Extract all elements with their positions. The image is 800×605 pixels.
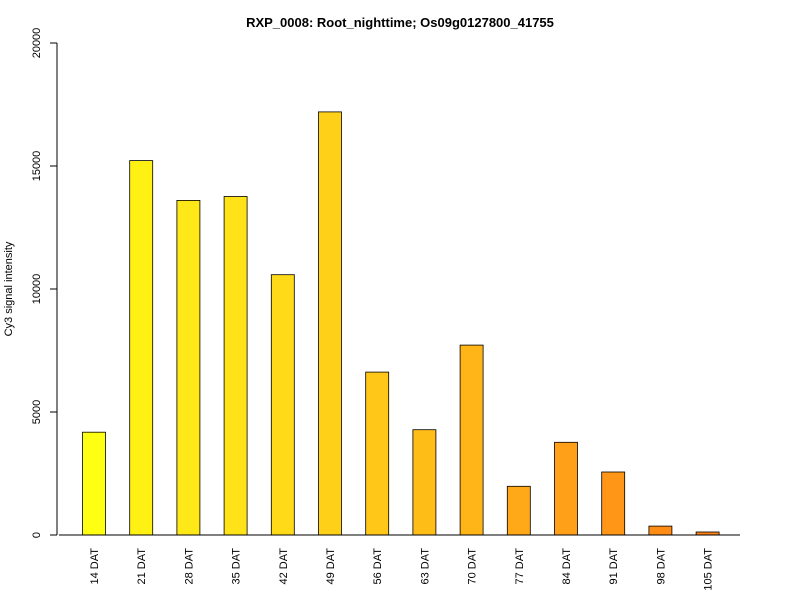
x-tick-label: 14 DAT [89, 548, 101, 585]
bar [506, 485, 531, 536]
x-tick-label: 77 DAT [514, 548, 526, 585]
bar [601, 471, 626, 536]
y-tick-label: 10000 [31, 274, 43, 305]
x-tick-label: 35 DAT [231, 548, 243, 585]
x-axis-labels: 14 DAT 21 DAT 28 DAT 35 DAT 42 DAT 49 DAT 56 D… [89, 548, 715, 591]
x-tick-label: 91 DAT [608, 548, 620, 585]
x-tick-label: 28 DAT [183, 548, 195, 585]
bar [129, 160, 154, 536]
bar [459, 344, 484, 536]
y-axis-label: Cy3 signal intensity [3, 241, 15, 336]
bar [176, 199, 201, 536]
chart-title: RXP_0008: Root_nighttime; Os09g0127800_4… [246, 15, 554, 30]
bar [318, 111, 342, 536]
x-tick-label: 49 DAT [325, 548, 337, 585]
bars [82, 111, 720, 536]
x-tick-label: 98 DAT [655, 548, 667, 585]
bar [82, 431, 106, 536]
bar [554, 441, 578, 536]
x-tick-label: 56 DAT [372, 548, 384, 585]
x-tick-label: 84 DAT [561, 548, 573, 585]
bar [412, 429, 437, 536]
bar [365, 371, 390, 536]
y-tick-label: 0 [31, 532, 43, 538]
x-tick-label: 42 DAT [278, 548, 290, 585]
y-tick-label: 15000 [31, 151, 43, 182]
x-tick-label: 105 DAT [703, 548, 715, 591]
bar [223, 196, 248, 536]
y-tick-label: 20000 [31, 28, 43, 59]
bar [648, 525, 673, 536]
x-tick-label: 21 DAT [136, 548, 148, 585]
x-tick-label: 70 DAT [467, 548, 479, 585]
y-axis: 0 5000 10000 15000 20000 [31, 28, 58, 538]
y-tick-label: 5000 [31, 400, 43, 424]
x-tick-label: 63 DAT [419, 548, 431, 585]
bar [270, 274, 295, 536]
